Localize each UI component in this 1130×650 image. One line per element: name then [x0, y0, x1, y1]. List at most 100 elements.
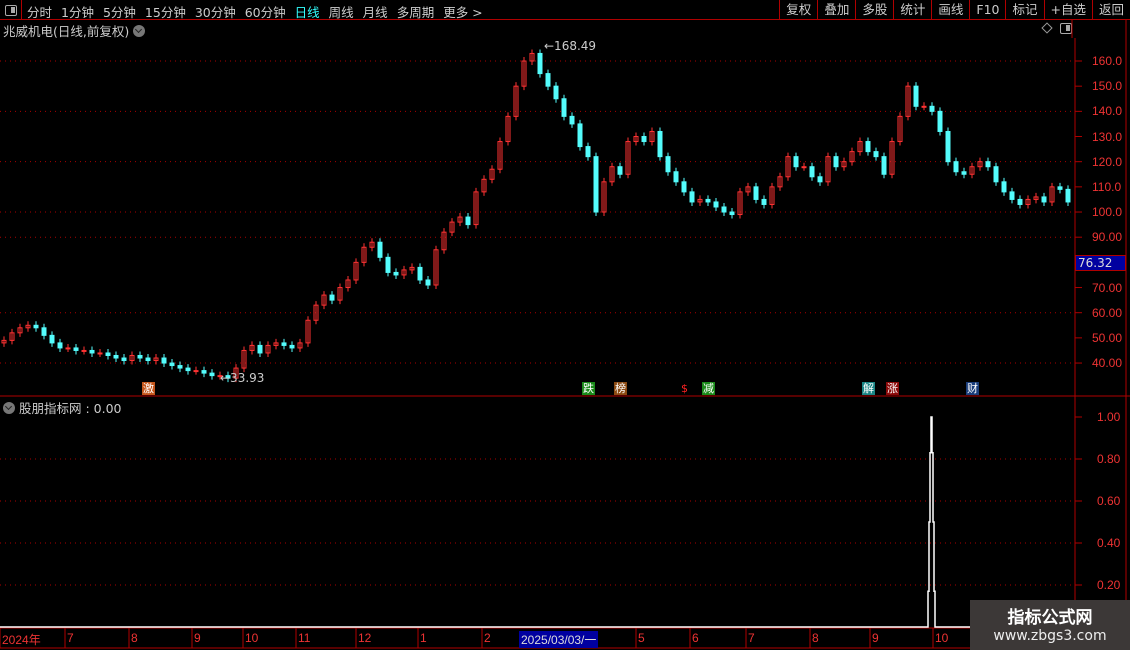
candle	[577, 123, 583, 148]
toolbar-button[interactable]: 多股	[855, 0, 893, 20]
event-marker[interactable]: 激	[142, 382, 155, 395]
candle	[625, 141, 631, 175]
event-marker[interactable]: 跌	[582, 382, 595, 395]
tab-period[interactable]: 日线	[294, 5, 320, 20]
candle	[897, 115, 903, 143]
candle	[209, 372, 215, 377]
candle	[817, 176, 823, 183]
candle	[441, 231, 447, 251]
candle	[1041, 196, 1047, 203]
candle	[113, 354, 119, 359]
candle	[745, 186, 751, 193]
candle	[25, 324, 31, 329]
candle	[777, 176, 783, 188]
chevron-down-icon[interactable]	[133, 25, 146, 37]
candle	[81, 349, 87, 352]
tab-period[interactable]: 1分钟	[61, 5, 94, 20]
candle	[673, 171, 679, 183]
candle	[417, 266, 423, 281]
candle	[961, 171, 967, 175]
tab-period[interactable]: 15分钟	[144, 5, 186, 20]
event-marker[interactable]: 榜	[614, 382, 627, 395]
candle	[217, 375, 223, 378]
indicator-tick-label: 0.40	[1097, 536, 1121, 550]
candle	[905, 85, 911, 117]
candle	[857, 141, 863, 153]
candle	[545, 73, 551, 87]
tab-period[interactable]: 更多 >	[443, 5, 483, 20]
date-label: 7	[748, 631, 755, 645]
date-label: 8	[812, 631, 819, 645]
toolbar-button[interactable]: +自选	[1043, 0, 1092, 20]
event-marker[interactable]: 减	[702, 382, 715, 395]
tab-period[interactable]: 周线	[328, 5, 354, 20]
candle	[313, 304, 319, 321]
toolbar-button[interactable]: 标记	[1005, 0, 1043, 20]
price-tick-label: 130.0	[1092, 129, 1123, 144]
tab-period[interactable]: 月线	[362, 5, 388, 20]
chevron-down-icon[interactable]	[3, 402, 15, 414]
candle	[609, 166, 615, 183]
toolbar-button[interactable]: 复权	[779, 0, 817, 20]
candle	[849, 151, 855, 163]
candle	[809, 166, 815, 178]
candle	[321, 294, 327, 306]
candle	[177, 365, 183, 369]
candle	[409, 266, 415, 271]
candle	[1, 339, 7, 344]
candle	[633, 136, 639, 143]
event-marker[interactable]: 解	[862, 382, 875, 395]
candle	[697, 198, 703, 203]
indicator-tick-label: 0.80	[1097, 452, 1121, 466]
candle	[345, 279, 351, 289]
candle	[169, 362, 175, 367]
candle	[241, 349, 247, 369]
candle	[41, 327, 47, 336]
tab-period[interactable]: 5分钟	[102, 5, 136, 20]
tab-period[interactable]: 多周期	[396, 5, 435, 20]
candle	[753, 186, 759, 200]
panel-icon	[4, 4, 17, 16]
period-tabs: 分时 1分钟 5分钟 15分钟 30分钟 60分钟 日线 周线 月线 多周期 更多 >	[27, 2, 483, 21]
candle	[985, 161, 991, 168]
toolbar-button[interactable]: 统计	[893, 0, 931, 20]
candle	[993, 166, 999, 183]
event-marker[interactable]: 财	[966, 382, 979, 395]
event-marker[interactable]: 涨	[886, 382, 899, 395]
low-price-label: ←33.93	[220, 371, 264, 385]
current-price-label: 76.32	[1075, 255, 1126, 271]
candle	[833, 156, 839, 168]
candle	[553, 85, 559, 100]
toolbar-button[interactable]: F10	[969, 0, 1005, 20]
tab-period[interactable]: 分时	[27, 5, 53, 20]
candle	[561, 98, 567, 117]
price-tick-label: 160.0	[1092, 54, 1123, 68]
indicator-title[interactable]: 股朋指标网 : 0.00	[3, 398, 122, 417]
price-tick-label: 110.0	[1092, 179, 1122, 194]
tab-period[interactable]: 60分钟	[244, 5, 286, 20]
sidebar-toggle-button[interactable]	[0, 0, 22, 20]
price-tick-label: 150.0	[1092, 79, 1123, 94]
candle	[193, 370, 199, 373]
candle	[377, 241, 383, 258]
candle	[361, 246, 367, 263]
candle	[641, 136, 647, 143]
candle	[721, 206, 727, 213]
candle	[449, 221, 455, 233]
candle	[657, 130, 663, 158]
price-tick-label: 90.00	[1092, 230, 1123, 245]
candle	[1057, 186, 1063, 190]
candle	[401, 269, 407, 276]
candle	[465, 216, 471, 226]
candle	[425, 279, 431, 286]
candle	[249, 344, 255, 351]
candle	[537, 52, 543, 75]
event-marker[interactable]: $	[681, 382, 688, 395]
toolbar-button[interactable]: 叠加	[817, 0, 855, 20]
tab-period[interactable]: 30分钟	[194, 5, 236, 20]
toolbar-button[interactable]: 返回	[1091, 0, 1130, 20]
stock-title[interactable]: 兆威机电(日线,前复权)	[3, 21, 146, 40]
toolbar-button[interactable]: 画线	[931, 0, 969, 20]
watermark-url: www.zbgs3.com	[993, 628, 1107, 644]
